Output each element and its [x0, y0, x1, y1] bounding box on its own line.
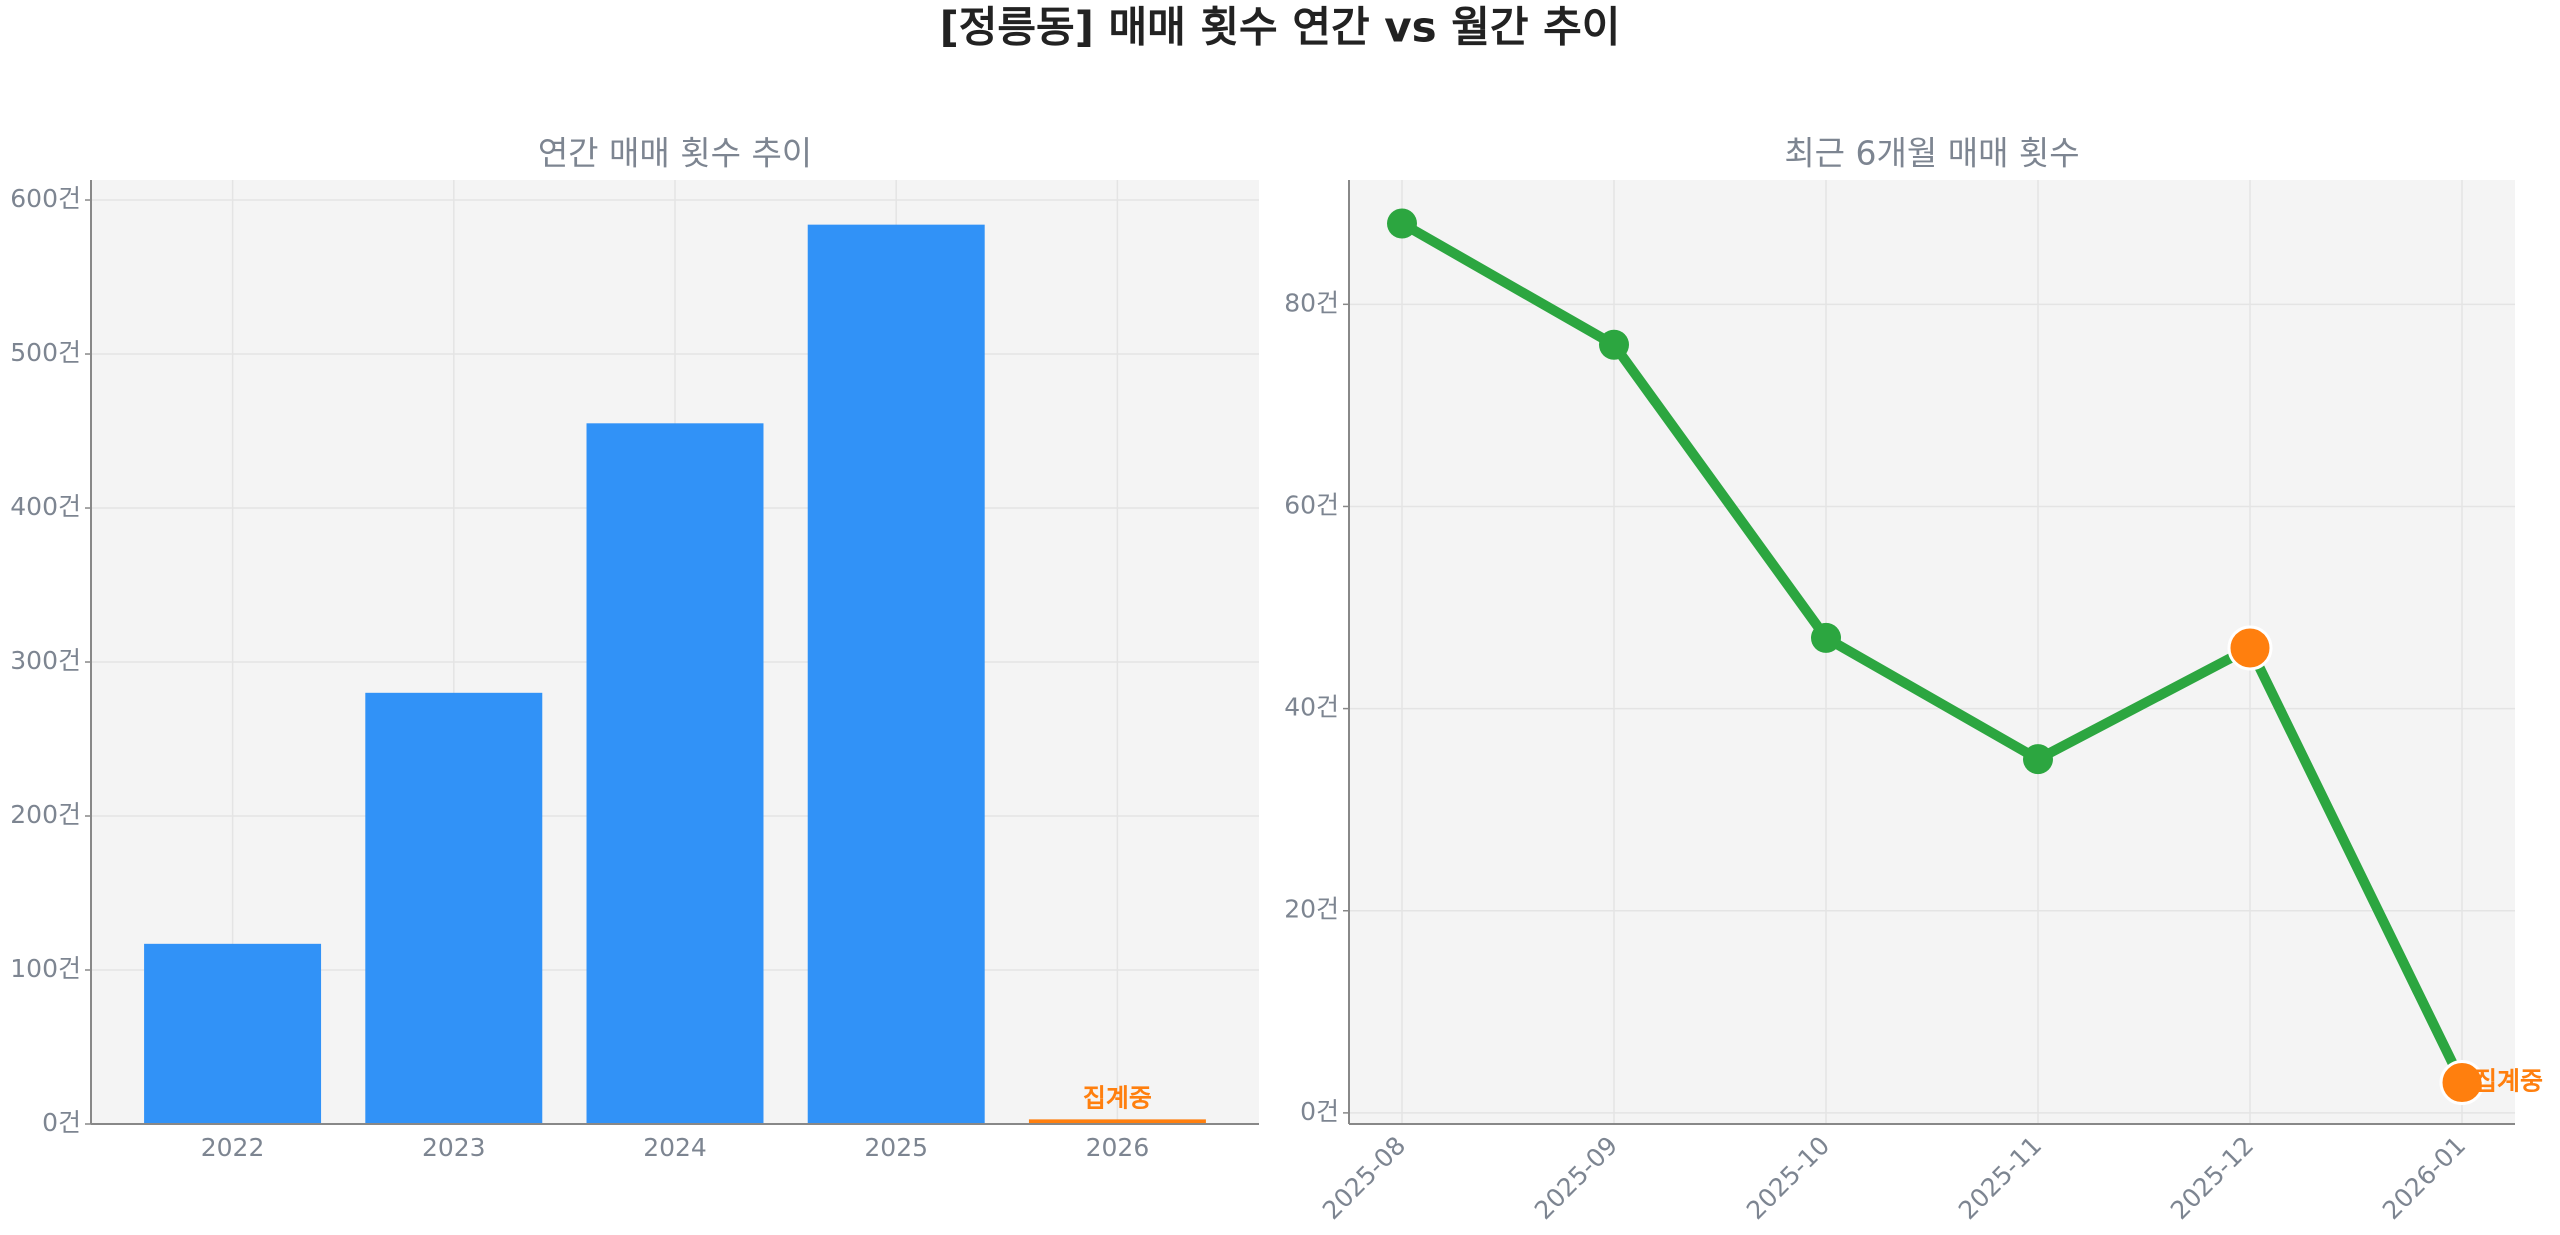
- x-tick-label: 2024: [643, 1133, 707, 1162]
- marker: [1599, 329, 1629, 360]
- y-tick-label: 40건: [1284, 693, 1339, 722]
- y-tick-label: 400건: [10, 492, 81, 521]
- x-tick-label: 2025-09: [1529, 1131, 1623, 1225]
- x-tick-label: 2026: [1086, 1133, 1150, 1162]
- annotation: 집계중: [1083, 1083, 1152, 1112]
- marker: [2023, 744, 2053, 775]
- bar: [365, 692, 543, 1124]
- bar: [586, 423, 764, 1125]
- y-tick-label: 500건: [10, 338, 81, 367]
- marker: [1811, 622, 1841, 653]
- plot-area: [1349, 180, 2515, 1124]
- bar: [1028, 1119, 1206, 1124]
- marker: [1387, 208, 1417, 239]
- y-tick-label: 200건: [10, 800, 81, 829]
- marker: [2439, 1060, 2485, 1106]
- y-tick-label: 80건: [1284, 288, 1339, 317]
- y-tick-label: 600건: [10, 184, 81, 213]
- bar: [807, 224, 985, 1124]
- chart-title: 최근 6개월 매매 횟수: [1784, 134, 2079, 173]
- annotation: 집계중: [2474, 1067, 2543, 1096]
- y-tick-label: 60건: [1284, 490, 1339, 519]
- figure-title: [정릉동] 매매 횟수 연간 vs 월간 추이: [940, 3, 1621, 52]
- x-tick-label: 2026-01: [2377, 1131, 2471, 1225]
- line: [1399, 219, 2467, 1085]
- x-tick-label: 2025-12: [2165, 1131, 2259, 1225]
- x-tick-label: 2025-08: [1317, 1131, 1411, 1225]
- y-tick-label: 20건: [1284, 895, 1339, 924]
- chart-title: 연간 매매 횟수 추이: [538, 134, 812, 173]
- y-tick-label: 0건: [42, 1108, 81, 1137]
- y-tick-label: 100건: [10, 954, 81, 983]
- y-tick-label: 0건: [1300, 1097, 1339, 1126]
- x-tick-label: 2025-11: [1953, 1131, 2047, 1225]
- x-tick-label: 2025-10: [1741, 1131, 1835, 1225]
- marker: [2227, 625, 2273, 671]
- x-tick-label: 2025: [864, 1133, 928, 1162]
- y-tick-label: 300건: [10, 646, 81, 675]
- x-tick-label: 2022: [201, 1133, 265, 1162]
- x-tick-label: 2023: [422, 1133, 486, 1162]
- bar: [144, 943, 322, 1124]
